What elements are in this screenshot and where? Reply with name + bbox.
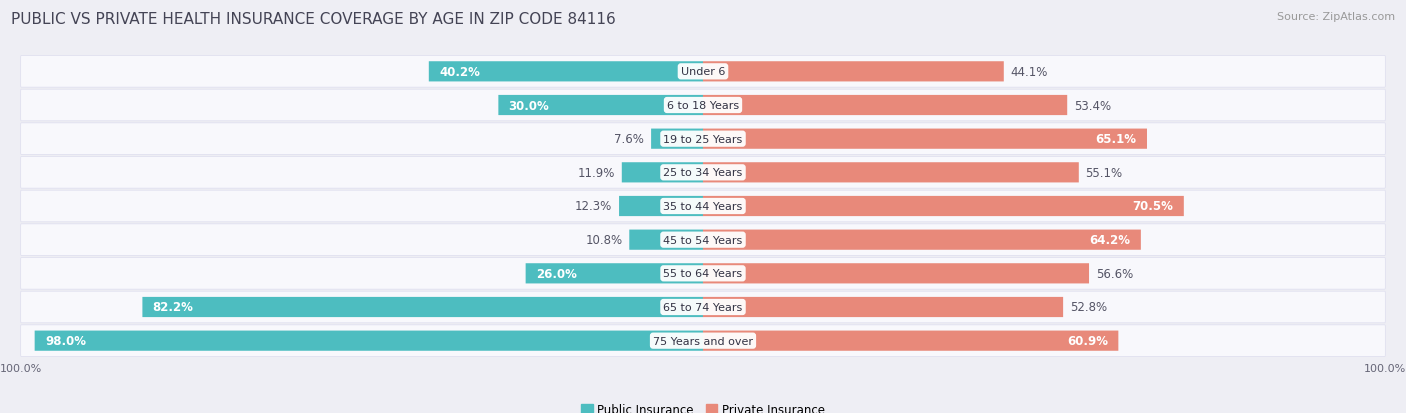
Text: 19 to 25 Years: 19 to 25 Years bbox=[664, 134, 742, 144]
FancyBboxPatch shape bbox=[21, 57, 1385, 88]
FancyBboxPatch shape bbox=[35, 331, 703, 351]
Text: 30.0%: 30.0% bbox=[509, 99, 550, 112]
FancyBboxPatch shape bbox=[651, 129, 703, 150]
FancyBboxPatch shape bbox=[21, 90, 1385, 121]
FancyBboxPatch shape bbox=[621, 163, 703, 183]
FancyBboxPatch shape bbox=[142, 297, 703, 317]
FancyBboxPatch shape bbox=[703, 197, 1184, 216]
Text: 45 to 54 Years: 45 to 54 Years bbox=[664, 235, 742, 245]
Legend: Public Insurance, Private Insurance: Public Insurance, Private Insurance bbox=[576, 398, 830, 413]
Text: 55.1%: 55.1% bbox=[1085, 166, 1122, 179]
Text: 60.9%: 60.9% bbox=[1067, 335, 1108, 347]
Text: 6 to 18 Years: 6 to 18 Years bbox=[666, 101, 740, 111]
Text: 55 to 64 Years: 55 to 64 Years bbox=[664, 269, 742, 279]
FancyBboxPatch shape bbox=[21, 123, 1385, 155]
Text: 64.2%: 64.2% bbox=[1090, 234, 1130, 247]
FancyBboxPatch shape bbox=[703, 297, 1063, 317]
FancyBboxPatch shape bbox=[21, 325, 1385, 356]
Text: 11.9%: 11.9% bbox=[578, 166, 614, 179]
FancyBboxPatch shape bbox=[703, 331, 1118, 351]
Text: Source: ZipAtlas.com: Source: ZipAtlas.com bbox=[1277, 12, 1395, 22]
FancyBboxPatch shape bbox=[703, 163, 1078, 183]
Text: 56.6%: 56.6% bbox=[1095, 267, 1133, 280]
FancyBboxPatch shape bbox=[703, 263, 1090, 284]
FancyBboxPatch shape bbox=[703, 129, 1147, 150]
Text: 26.0%: 26.0% bbox=[536, 267, 576, 280]
Text: 65 to 74 Years: 65 to 74 Years bbox=[664, 302, 742, 312]
FancyBboxPatch shape bbox=[21, 191, 1385, 222]
Text: Under 6: Under 6 bbox=[681, 67, 725, 77]
Text: 82.2%: 82.2% bbox=[153, 301, 194, 314]
Text: 70.5%: 70.5% bbox=[1133, 200, 1174, 213]
FancyBboxPatch shape bbox=[21, 292, 1385, 323]
FancyBboxPatch shape bbox=[630, 230, 703, 250]
Text: PUBLIC VS PRIVATE HEALTH INSURANCE COVERAGE BY AGE IN ZIP CODE 84116: PUBLIC VS PRIVATE HEALTH INSURANCE COVER… bbox=[11, 12, 616, 27]
FancyBboxPatch shape bbox=[21, 157, 1385, 189]
Text: 98.0%: 98.0% bbox=[45, 335, 86, 347]
Text: 12.3%: 12.3% bbox=[575, 200, 612, 213]
Text: 53.4%: 53.4% bbox=[1074, 99, 1111, 112]
Text: 52.8%: 52.8% bbox=[1070, 301, 1107, 314]
Text: 25 to 34 Years: 25 to 34 Years bbox=[664, 168, 742, 178]
Text: 65.1%: 65.1% bbox=[1095, 133, 1136, 146]
FancyBboxPatch shape bbox=[703, 96, 1067, 116]
FancyBboxPatch shape bbox=[703, 230, 1140, 250]
Text: 35 to 44 Years: 35 to 44 Years bbox=[664, 202, 742, 211]
FancyBboxPatch shape bbox=[498, 96, 703, 116]
FancyBboxPatch shape bbox=[21, 258, 1385, 290]
FancyBboxPatch shape bbox=[526, 263, 703, 284]
FancyBboxPatch shape bbox=[21, 224, 1385, 256]
Text: 10.8%: 10.8% bbox=[585, 234, 623, 247]
Text: 75 Years and over: 75 Years and over bbox=[652, 336, 754, 346]
Text: 44.1%: 44.1% bbox=[1011, 66, 1047, 78]
Text: 7.6%: 7.6% bbox=[614, 133, 644, 146]
FancyBboxPatch shape bbox=[619, 197, 703, 216]
Text: 40.2%: 40.2% bbox=[439, 66, 479, 78]
FancyBboxPatch shape bbox=[703, 62, 1004, 82]
FancyBboxPatch shape bbox=[429, 62, 703, 82]
